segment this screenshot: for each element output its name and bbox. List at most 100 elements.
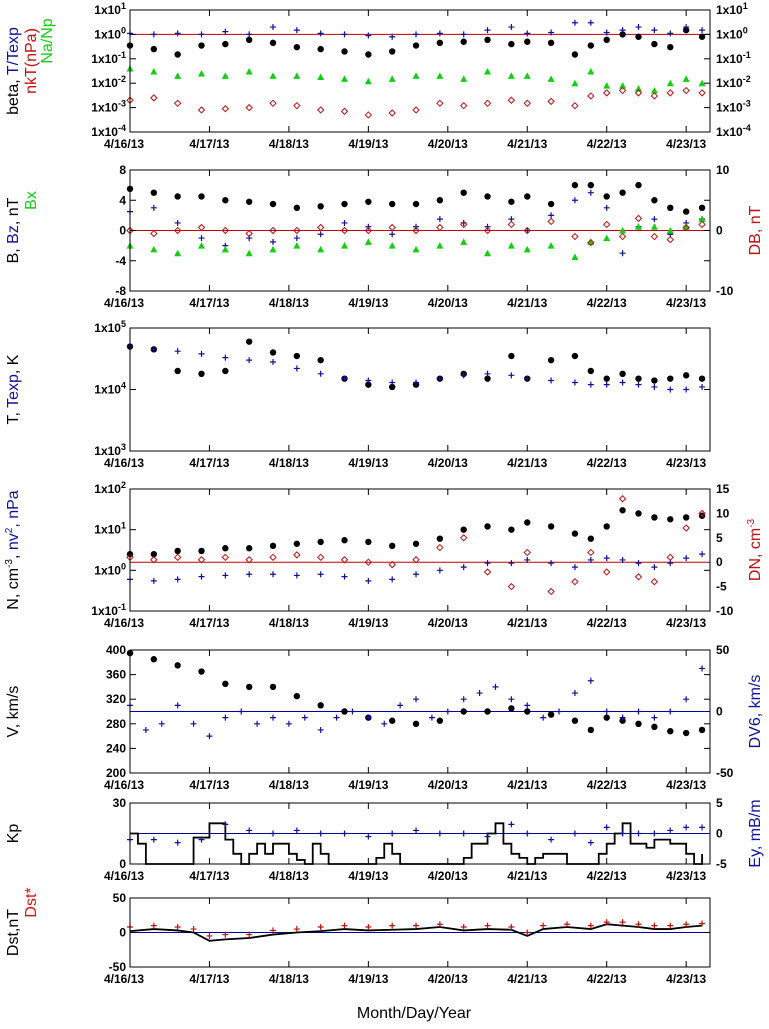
series-v-0 [126,649,706,737]
data-point [603,919,610,926]
data-point [524,375,531,382]
data-point [436,223,444,232]
data-point [293,540,301,547]
data-point [603,82,611,89]
y-tick-label-right: 50 [716,643,730,657]
data-point [619,919,626,926]
plot-frame [129,488,711,612]
data-point [381,720,388,727]
data-point [150,550,158,558]
data-point [571,530,579,537]
data-point [293,827,300,834]
data-point [150,94,158,102]
data-point [150,229,158,238]
data-point [460,923,467,930]
data-point [635,375,642,382]
series-n-1 [127,551,706,584]
data-point [388,560,396,569]
panel-kp: 0 30 -5 0 5 4/16/13 4/17/13 4/18/13 4/19/13 4/20/… [5,796,764,883]
data-point [246,357,253,364]
x-tick-label: 4/16/13 [104,869,144,883]
x-tick-label: 4/23/13 [666,972,706,986]
data-point [698,726,706,734]
data-point [246,31,253,38]
data-point [508,352,515,360]
data-point [571,232,579,241]
data-point [198,573,205,580]
data-point [341,537,348,544]
data-point [365,714,372,721]
data-point [222,28,229,35]
data-point [364,558,373,566]
data-point [651,723,658,731]
y-tick-label-right: 1x10-3 [716,99,751,115]
y-axis-label-part: -3 [4,559,15,568]
y-axis-label-part: beta, [5,75,22,115]
data-point [364,111,373,119]
data-point [484,27,491,34]
data-point [341,375,348,382]
data-point [413,922,420,929]
series-beta-1 [127,19,706,40]
y-axis-label-part: nv [5,533,22,550]
data-point [222,931,229,938]
y-axis-label: V, km/s [5,686,22,738]
data-point [587,839,594,846]
x-tick-label: 4/20/13 [428,869,468,883]
data-point [618,495,627,503]
data-point [650,232,659,241]
series-beta-2 [126,65,706,94]
data-point [245,229,253,238]
data-point [150,656,158,663]
data-point [619,82,627,89]
data-point [364,77,372,85]
data-point [198,242,206,249]
y-tick-label: 360 [106,668,126,682]
y-tick-label-right: -10 [716,284,734,298]
data-point [293,352,301,360]
data-point [197,106,206,114]
data-point [150,922,157,929]
data-point [699,920,706,927]
data-point [174,51,181,58]
y-tick-label: 0 [119,224,126,238]
data-point [571,830,578,837]
data-point [388,75,396,82]
plot-frame [129,649,711,774]
data-point [198,42,205,49]
data-point [524,830,531,837]
data-point [316,106,325,114]
y-tick-label: 1x101 [94,1,126,17]
x-tick-label: 4/21/13 [507,869,547,883]
y-tick-label-right: 1x100 [716,25,748,41]
data-point [523,226,531,235]
data-point [587,367,595,375]
data-point [651,197,658,204]
data-point [508,24,515,31]
data-point [548,212,555,219]
data-point [547,97,555,106]
data-point [571,690,578,697]
data-point [388,200,396,208]
data-point [270,571,277,578]
y-axis-label-part: V, km/s [5,686,22,738]
panel-beta: 1x10-4 1x10-3 1x10-2 1x10-1 1x100 1x101 1x10-4… [5,1,751,151]
data-point [524,227,531,234]
y-axis-label-part: 2 [4,527,15,533]
data-point [587,726,595,734]
y-axis-label-right-part: DN, cm [747,528,764,581]
data-point [635,381,642,388]
data-point [556,708,563,715]
y-tick-label: 30 [113,796,127,810]
data-point [603,89,611,97]
x-tick-label: 4/18/13 [269,972,309,986]
data-point [436,39,444,47]
data-point [340,226,349,235]
data-point [317,73,325,80]
data-point [174,193,181,200]
data-point [650,223,658,230]
data-point [682,86,690,95]
data-point [269,683,277,691]
data-point [365,381,372,388]
x-tick-label: 4/18/13 [269,778,309,792]
